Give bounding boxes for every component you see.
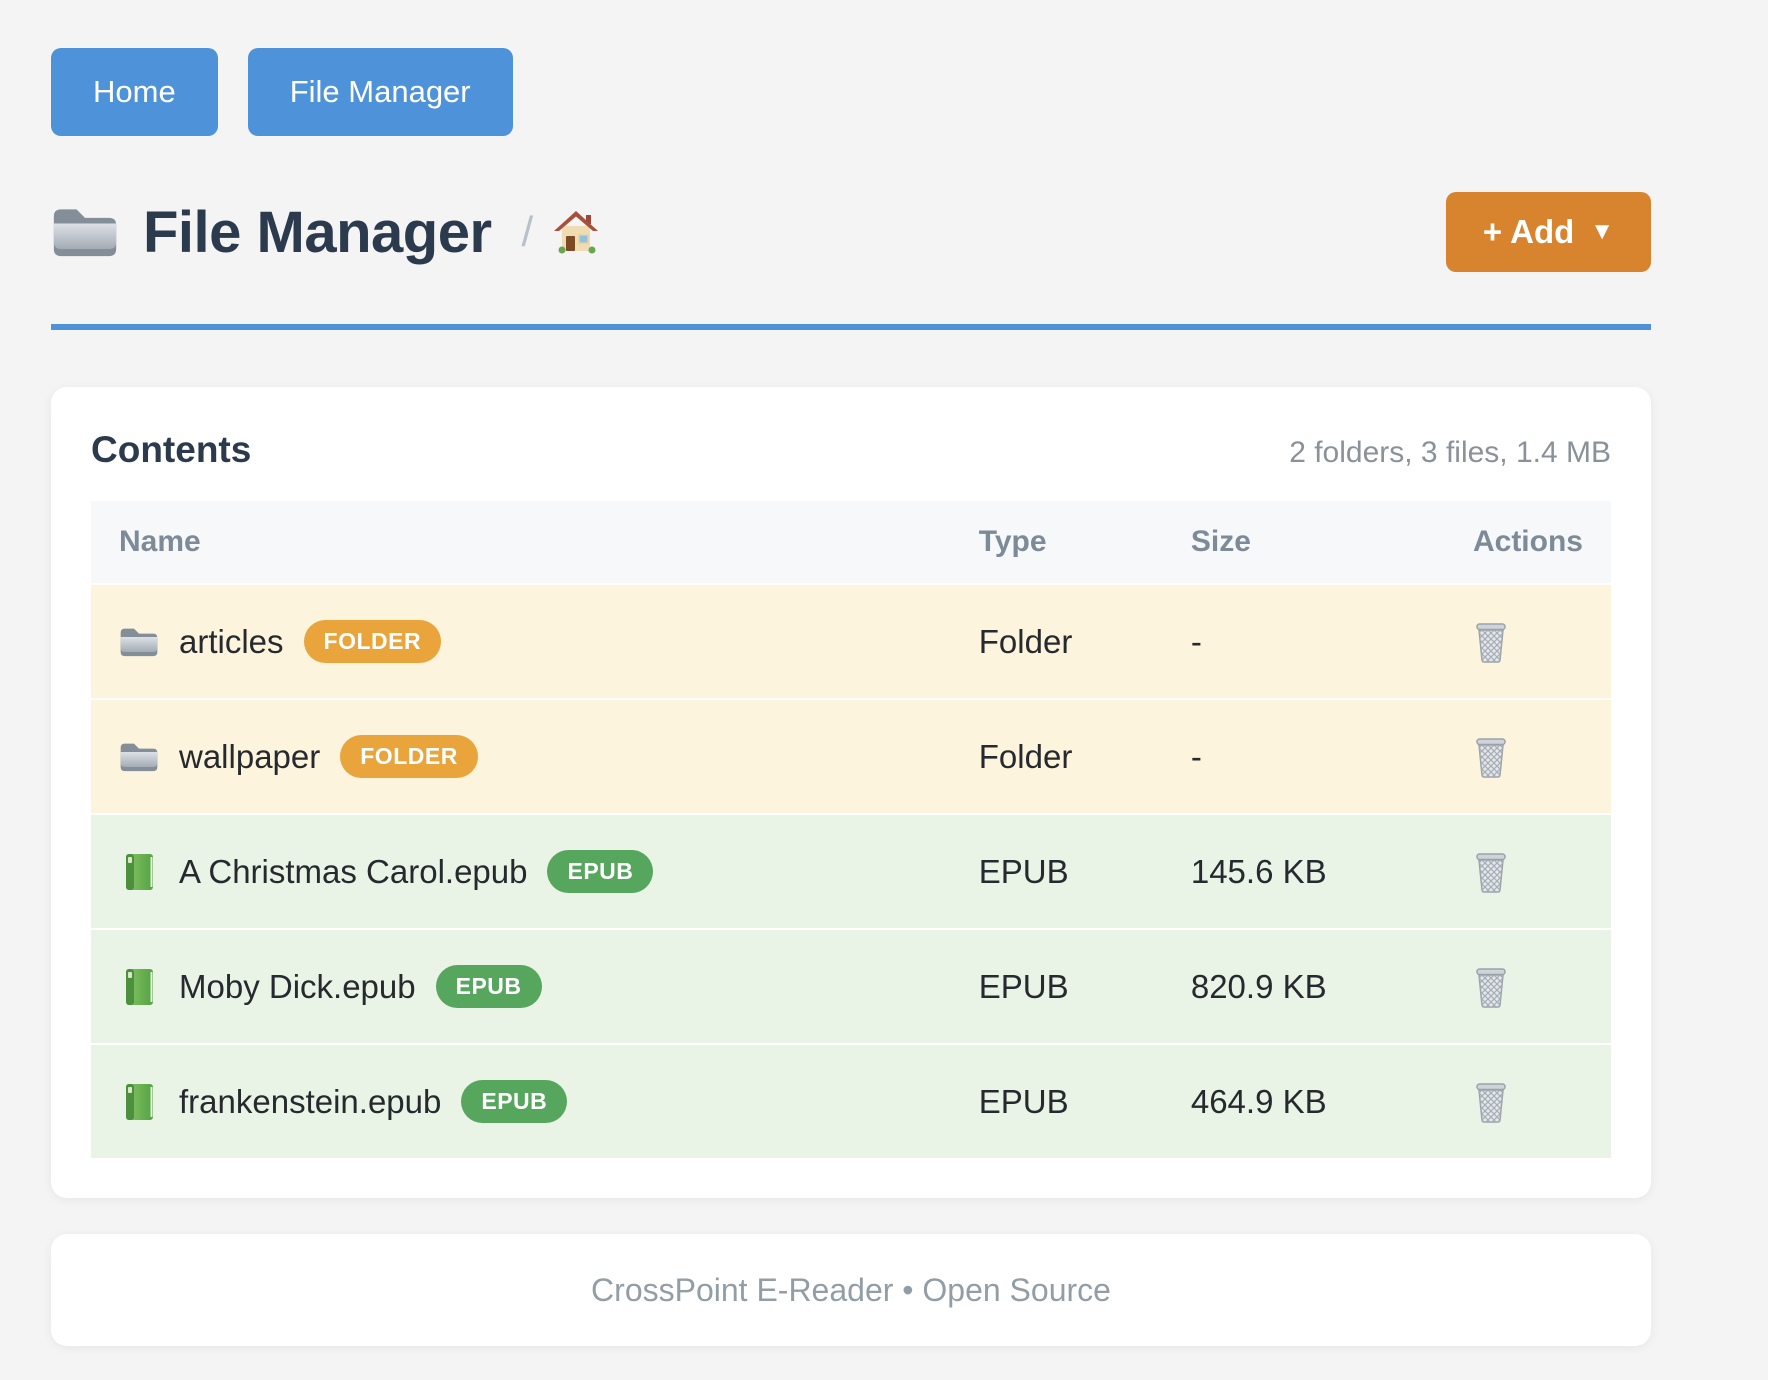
type-cell: Folder (978, 737, 1073, 775)
size-cell: - (1190, 622, 1202, 660)
type-cell: EPUB (978, 852, 1069, 890)
trash-icon (1476, 852, 1506, 893)
contents-summary: 2 folders, 3 files, 1.4 MB (1289, 436, 1611, 469)
chevron-down-icon: ▼ (1590, 218, 1615, 245)
table-row: wallpaper FOLDER Folder - (91, 699, 1611, 814)
type-badge: FOLDER (303, 620, 442, 663)
trash-icon (1476, 622, 1506, 663)
home-button[interactable]: Home (51, 48, 218, 136)
type-cell: EPUB (978, 967, 1069, 1005)
size-cell: 464.9 KB (1190, 1082, 1327, 1120)
folder-icon (53, 209, 117, 257)
table-row: A Christmas Carol.epub EPUB EPUB 145.6 K… (91, 814, 1611, 929)
top-nav: Home File Manager (51, 0, 1651, 136)
book-icon (126, 853, 153, 890)
name-cell: articles FOLDER (119, 620, 923, 663)
delete-button[interactable] (1473, 1081, 1509, 1123)
column-header-name: Name (91, 501, 951, 584)
file-name[interactable]: articles (179, 622, 284, 660)
type-badge: EPUB (547, 850, 654, 893)
table-row: Moby Dick.epub EPUB EPUB 820.9 KB (91, 929, 1611, 1044)
type-cell: Folder (978, 622, 1073, 660)
breadcrumb-home-link[interactable] (553, 210, 599, 254)
type-badge: EPUB (435, 965, 542, 1008)
name-cell: wallpaper FOLDER (119, 735, 923, 778)
folder-icon (120, 628, 158, 656)
folder-icon (120, 743, 158, 771)
file-name[interactable]: wallpaper (179, 737, 321, 775)
trash-icon (1476, 1082, 1506, 1123)
trash-icon (1476, 967, 1506, 1008)
title-divider (51, 324, 1651, 330)
trash-icon (1476, 737, 1506, 778)
book-icon (126, 1083, 153, 1120)
table-row: frankenstein.epub EPUB EPUB 464.9 KB (91, 1044, 1611, 1158)
page-header: File Manager / + Add ▼ (51, 192, 1651, 272)
breadcrumb-separator: / (521, 208, 534, 255)
column-header-type: Type (950, 501, 1163, 584)
table-row: articles FOLDER Folder - (91, 584, 1611, 699)
book-icon (126, 968, 153, 1005)
type-badge: FOLDER (340, 735, 478, 778)
delete-button[interactable] (1473, 851, 1509, 893)
size-cell: - (1190, 737, 1202, 775)
name-cell: Moby Dick.epub EPUB (119, 965, 923, 1008)
type-cell: EPUB (978, 1082, 1069, 1120)
file-manager-button[interactable]: File Manager (247, 48, 513, 136)
footer-text: CrossPoint E-Reader • Open Source (591, 1271, 1111, 1308)
table-header-row: Name Type Size Actions (91, 501, 1611, 584)
file-name[interactable]: Moby Dick.epub (179, 967, 416, 1005)
contents-card: Contents 2 folders, 3 files, 1.4 MB Name… (51, 387, 1651, 1198)
delete-button[interactable] (1473, 966, 1509, 1008)
panel-head: Contents 2 folders, 3 files, 1.4 MB (91, 429, 1611, 471)
name-cell: A Christmas Carol.epub EPUB (119, 850, 923, 893)
add-button-label: + Add (1482, 213, 1575, 250)
size-cell: 145.6 KB (1190, 852, 1327, 890)
footer-card: CrossPoint E-Reader • Open Source (51, 1234, 1651, 1346)
file-name[interactable]: frankenstein.epub (179, 1082, 442, 1120)
panel-title: Contents (91, 429, 252, 470)
name-cell: frankenstein.epub EPUB (119, 1080, 923, 1123)
page-container: Home File Manager File Manager / + Add ▼… (51, 0, 1651, 1346)
title-group: File Manager / (51, 199, 599, 266)
delete-button[interactable] (1473, 736, 1509, 778)
column-header-actions: Actions (1444, 501, 1611, 584)
file-name[interactable]: A Christmas Carol.epub (179, 852, 528, 890)
delete-button[interactable] (1473, 621, 1509, 663)
column-header-size: Size (1162, 501, 1445, 584)
size-cell: 820.9 KB (1190, 967, 1327, 1005)
home-icon (553, 210, 599, 254)
add-button[interactable]: + Add ▼ (1446, 192, 1651, 272)
file-table: Name Type Size Actions articles FOLDER F… (91, 501, 1611, 1158)
type-badge: EPUB (461, 1080, 568, 1123)
page-title: File Manager (143, 199, 492, 265)
